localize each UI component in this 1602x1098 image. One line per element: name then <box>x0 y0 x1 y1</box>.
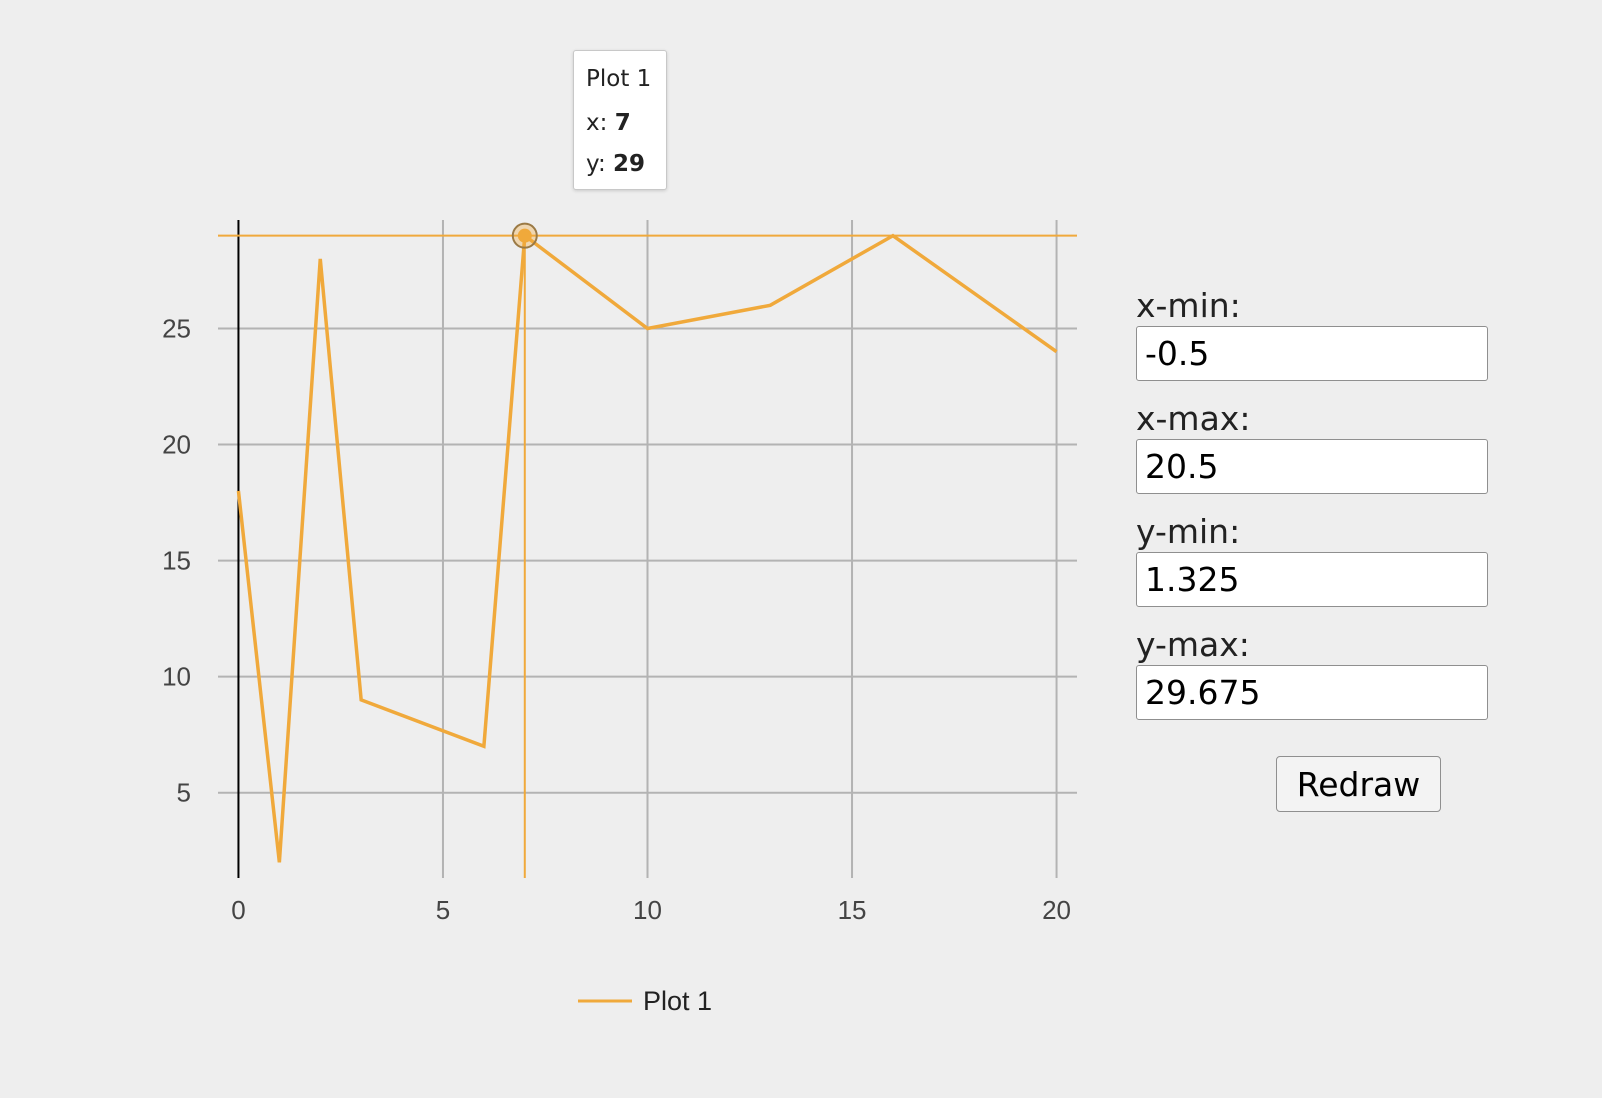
xmax-label: x-max: <box>1136 399 1251 438</box>
y-tick-label: 5 <box>177 778 191 808</box>
y-tick-label: 25 <box>162 314 191 344</box>
legend-label[interactable]: Plot 1 <box>643 986 712 1016</box>
tooltip-title: Plot 1 <box>586 66 652 92</box>
x-tick-label: 15 <box>838 895 867 925</box>
y-tick-label: 10 <box>162 662 191 692</box>
redraw-button[interactable]: Redraw <box>1276 756 1441 812</box>
line-chart[interactable]: 0 5 10 15 20 5 10 15 20 25 Plot 1 <box>0 0 1100 1098</box>
x-tick-label: 0 <box>231 895 245 925</box>
x-axis-ticks: 0 5 10 15 20 <box>231 895 1071 925</box>
ymax-input[interactable] <box>1136 665 1488 720</box>
tooltip-y-row: y: 29 <box>586 144 654 185</box>
x-tick-label: 20 <box>1042 895 1071 925</box>
y-tick-label: 20 <box>162 430 191 460</box>
ymax-label: y-max: <box>1136 625 1250 664</box>
series-line-plot-1[interactable] <box>236 232 1058 863</box>
xmin-label: x-min: <box>1136 286 1241 325</box>
tooltip-y-label: y: <box>586 151 606 177</box>
ymin-label: y-min: <box>1136 512 1241 551</box>
xmin-input[interactable] <box>1136 326 1488 381</box>
tooltip-x-row: x: 7 <box>586 103 654 144</box>
y-axis-ticks: 5 10 15 20 25 <box>162 314 191 808</box>
tooltip-y-value: 29 <box>613 151 646 177</box>
axis-range-controls: x-min: x-max: y-min: y-max: Redraw <box>1136 286 1490 812</box>
crosshair <box>218 234 1077 878</box>
point-tooltip: Plot 1 x: 7 y: 29 <box>573 50 667 190</box>
highlighted-point[interactable] <box>511 222 538 249</box>
tooltip-x-label: x: <box>586 110 608 136</box>
series-plot-1[interactable] <box>234 232 1060 867</box>
x-tick-label: 10 <box>633 895 662 925</box>
ymin-input[interactable] <box>1136 552 1488 607</box>
highlight-dot[interactable] <box>517 228 532 243</box>
tooltip-x-value: 7 <box>614 110 631 136</box>
y-tick-label: 15 <box>162 546 191 576</box>
legend[interactable]: Plot 1 <box>578 986 712 1016</box>
xmax-input[interactable] <box>1136 439 1488 494</box>
x-tick-label: 5 <box>436 895 450 925</box>
